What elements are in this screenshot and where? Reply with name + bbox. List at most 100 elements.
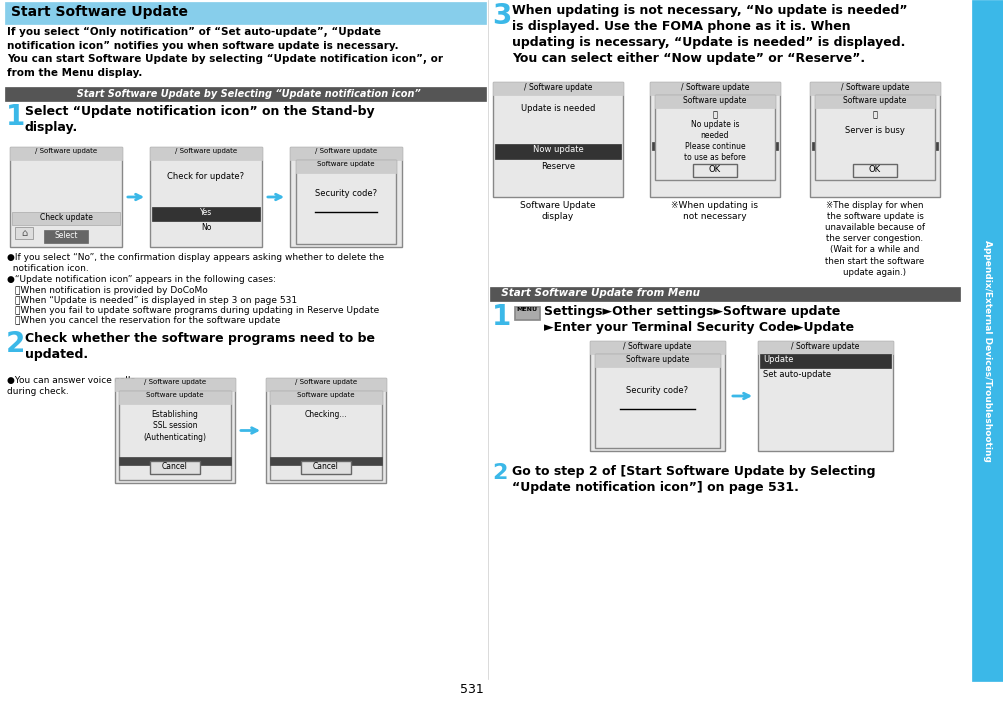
Text: Checking...: Checking... <box>305 410 347 419</box>
Text: No: No <box>201 223 211 232</box>
Bar <box>266 378 385 483</box>
Bar <box>296 160 395 244</box>
Text: Check update: Check update <box>39 213 92 222</box>
Bar <box>492 82 623 95</box>
Text: ●You can answer voice calls
during check.: ●You can answer voice calls during check… <box>7 376 135 397</box>
Text: Software update: Software update <box>625 355 688 364</box>
Bar <box>119 391 231 404</box>
Bar <box>654 95 774 180</box>
Bar <box>692 164 736 177</box>
Text: Go to step 2 of [Start Software Update by Selecting
“Update notification icon”] : Go to step 2 of [Start Software Update b… <box>512 465 875 494</box>
Bar <box>814 95 934 108</box>
Bar <box>119 391 231 480</box>
Bar <box>296 160 395 173</box>
Text: Select “Update notification icon” on the Stand-by
display.: Select “Update notification icon” on the… <box>25 105 374 134</box>
Bar <box>151 207 260 221</box>
Text: 3: 3 <box>491 2 511 30</box>
Bar <box>270 457 381 465</box>
Text: ⌂: ⌂ <box>21 228 27 238</box>
Text: Start Software Update by Selecting “Update notification icon”: Start Software Update by Selecting “Upda… <box>70 89 420 99</box>
Text: Now update: Now update <box>533 145 583 154</box>
Text: Software update: Software update <box>297 392 354 398</box>
Text: Appendix/External Devices/Troubleshooting: Appendix/External Devices/Troubleshootin… <box>983 240 992 461</box>
Text: If you select “Only notification” of “Set auto-update”, “Update
notification ico: If you select “Only notification” of “Se… <box>7 27 442 78</box>
Text: / Software update: / Software update <box>680 83 748 92</box>
Text: ・When you cancel the reservation for the software update: ・When you cancel the reservation for the… <box>15 316 280 325</box>
Text: Software update: Software update <box>317 161 374 167</box>
Text: No update is
needed
Please continue
to use as before: No update is needed Please continue to u… <box>683 120 745 163</box>
Bar <box>853 164 896 177</box>
Text: ※When updating is
not necessary: ※When updating is not necessary <box>671 201 757 221</box>
Text: Cancel: Cancel <box>313 462 339 471</box>
Text: Software update: Software update <box>146 392 204 398</box>
Text: ●“Update notification icon” appears in the following cases:: ●“Update notification icon” appears in t… <box>7 275 276 284</box>
Text: / Software update: / Software update <box>315 148 377 154</box>
Text: Software update: Software update <box>683 96 746 105</box>
Bar <box>15 227 33 239</box>
Bar <box>149 461 200 474</box>
Text: MENU: MENU <box>516 307 537 312</box>
Text: ►Enter your Terminal Security Code►Update: ►Enter your Terminal Security Code►Updat… <box>544 321 854 334</box>
Bar <box>514 306 540 320</box>
Text: / Software update: / Software update <box>295 379 357 385</box>
Text: Check for update?: Check for update? <box>168 172 245 181</box>
Text: Update is needed: Update is needed <box>521 104 595 113</box>
Bar <box>10 147 122 247</box>
Bar <box>12 212 120 225</box>
Text: / Software update: / Software update <box>623 342 691 351</box>
Bar <box>809 82 939 197</box>
Bar <box>149 147 262 160</box>
Text: OK: OK <box>868 165 881 174</box>
Text: / Software update: / Software update <box>35 148 97 154</box>
Text: OK: OK <box>708 165 720 174</box>
Text: Start Software Update: Start Software Update <box>11 5 188 19</box>
Text: / Software update: / Software update <box>790 342 859 351</box>
Text: 2: 2 <box>6 330 25 358</box>
Bar <box>44 230 88 243</box>
Text: / Software update: / Software update <box>175 148 237 154</box>
Text: Set auto-update: Set auto-update <box>762 370 830 379</box>
Bar <box>270 391 381 404</box>
Text: 1: 1 <box>491 303 511 331</box>
Bar <box>270 391 381 480</box>
Bar <box>10 147 122 160</box>
Text: / Software update: / Software update <box>524 83 592 92</box>
Text: When updating is not necessary, “No update is needed”
is displayed. Use the FOMA: When updating is not necessary, “No upda… <box>512 4 907 65</box>
Text: Yes: Yes <box>200 208 212 217</box>
Bar <box>5 2 485 24</box>
Text: ・When you fail to update software programs during updating in Reserve Update: ・When you fail to update software progra… <box>15 306 379 315</box>
Bar <box>757 341 892 354</box>
Bar <box>814 95 934 180</box>
Text: ※The display for when
the software update is
unavailable because of
the server c: ※The display for when the software updat… <box>824 201 924 277</box>
Bar <box>515 307 539 319</box>
Bar <box>595 354 719 367</box>
Bar <box>492 82 623 197</box>
Bar <box>149 147 262 247</box>
Text: Select: Select <box>54 231 77 240</box>
Bar <box>494 144 621 159</box>
Text: 1: 1 <box>6 103 25 131</box>
Text: Software Update
display: Software Update display <box>520 201 595 221</box>
Text: / Software update: / Software update <box>840 83 909 92</box>
Text: ⓞ: ⓞ <box>872 110 877 119</box>
Text: Software update: Software update <box>843 96 906 105</box>
Bar <box>489 287 959 301</box>
Text: Security code?: Security code? <box>315 189 377 198</box>
Bar <box>266 378 385 391</box>
Bar <box>595 354 719 448</box>
Bar <box>971 0 1003 681</box>
Text: Server is busy: Server is busy <box>845 126 904 135</box>
Text: ⓘ: ⓘ <box>712 110 717 119</box>
Bar <box>757 341 892 451</box>
Bar <box>811 142 937 150</box>
Text: 531: 531 <box>459 683 483 696</box>
Text: Establishing
SSL session
(Authenticating): Establishing SSL session (Authenticating… <box>143 410 207 442</box>
Bar <box>301 461 351 474</box>
Text: Start Software Update from Menu: Start Software Update from Menu <box>493 288 699 298</box>
Text: Check whether the software programs need to be
updated.: Check whether the software programs need… <box>25 332 375 361</box>
Text: Security code?: Security code? <box>626 386 688 395</box>
Text: / Software update: / Software update <box>143 379 206 385</box>
Text: Reserve: Reserve <box>541 162 575 171</box>
Bar <box>5 87 485 101</box>
Bar <box>649 82 779 95</box>
